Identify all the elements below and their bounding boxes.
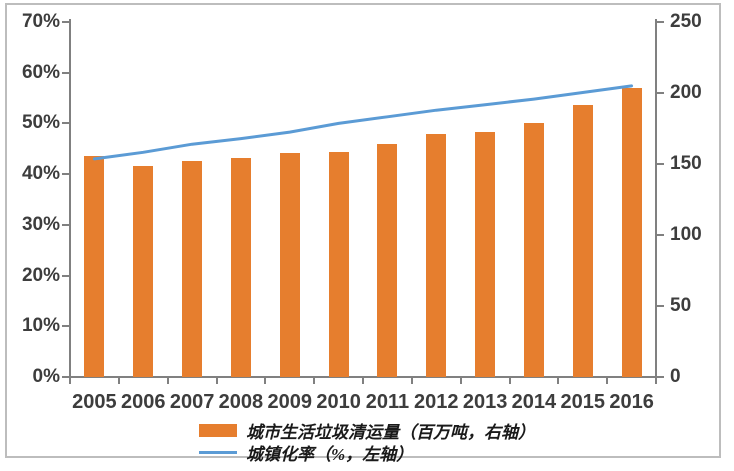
x-axis-tick <box>362 377 364 384</box>
right-axis-tick <box>656 163 664 165</box>
x-axis-year-label: 2009 <box>267 391 313 413</box>
x-axis-tick <box>508 377 511 384</box>
right-axis-tick-label: 250 <box>670 11 702 32</box>
legend-item-urbanization-line: 城镇化率（%，左轴） <box>199 441 414 464</box>
left-axis-tick-label: 60% <box>21 61 60 83</box>
right-axis-tick-label: 100 <box>670 224 702 245</box>
legend-item-waste-bars: 城市生活垃圾清运量（百万吨，右轴） <box>199 419 535 442</box>
left-axis-tick <box>62 173 70 176</box>
right-axis-tick <box>656 234 664 236</box>
left-axis-tick <box>62 325 70 328</box>
legend-inner: 城市生活垃圾清运量（百万吨，右轴） 城镇化率（%，左轴） <box>199 419 535 464</box>
x-axis-year-label: 2012 <box>414 391 459 413</box>
right-axis-tick <box>656 305 664 307</box>
left-axis-tick-label: 20% <box>21 264 60 286</box>
x-axis-year-label: 2006 <box>121 391 166 413</box>
waste-removal-bar <box>426 134 447 377</box>
waste-removal-bar <box>523 123 544 377</box>
left-axis-tick <box>62 122 70 125</box>
x-axis-tick <box>69 377 71 384</box>
x-axis-year-label: 2015 <box>560 391 606 413</box>
waste-removal-bar <box>377 144 398 377</box>
left-axis-tick-label: 40% <box>21 163 60 185</box>
left-axis-tick-label: 50% <box>21 112 60 134</box>
x-axis-tick <box>410 377 413 384</box>
waste-removal-bar <box>133 166 154 377</box>
x-axis-tick <box>264 377 267 384</box>
right-axis-tick-label: 150 <box>670 153 702 174</box>
x-axis-year-label: 2005 <box>72 391 117 413</box>
left-axis-tick-label: 10% <box>21 315 60 337</box>
left-axis-tick <box>62 21 70 23</box>
x-axis-year-label: 2013 <box>462 391 508 413</box>
right-axis-tick-label: 0 <box>670 366 681 387</box>
right-axis-line <box>655 19 657 377</box>
right-axis-tick <box>656 92 664 94</box>
bar-series-label: 城市生活垃圾清运量（百万吨，右轴） <box>246 422 535 442</box>
waste-removal-bar <box>182 161 203 377</box>
x-axis-year-label: 2016 <box>609 391 654 413</box>
x-axis-tick <box>215 377 218 384</box>
left-axis-tick <box>62 376 70 378</box>
waste-removal-bar <box>475 132 496 377</box>
x-axis-tick <box>117 377 120 384</box>
left-axis-tick-label: 0% <box>32 366 60 387</box>
waste-removal-bar <box>621 87 642 377</box>
x-axis-year-label: 2011 <box>365 391 410 413</box>
line-series-label: 城镇化率（%，左轴） <box>246 444 414 464</box>
x-axis-year-label: 2010 <box>316 391 361 413</box>
x-axis-tick <box>606 377 609 384</box>
left-axis-line <box>69 19 71 377</box>
x-axis-tick <box>166 377 169 384</box>
urbanization-line-path <box>92 84 634 161</box>
left-axis-tick <box>62 71 70 74</box>
x-axis-tick <box>459 377 462 384</box>
x-axis-tick <box>313 377 316 384</box>
waste-removal-bar <box>279 153 300 377</box>
waste-removal-bar <box>230 157 251 377</box>
x-axis-year-label: 2007 <box>169 391 215 413</box>
left-axis-tick-label: 30% <box>21 213 60 235</box>
line-series-swatch <box>199 450 237 454</box>
right-axis-tick <box>656 21 664 23</box>
waste-removal-bar <box>328 152 349 377</box>
x-axis-tick <box>655 377 657 384</box>
right-axis-tick-label: 200 <box>670 82 702 103</box>
left-axis-tick <box>62 223 70 226</box>
x-axis-tick <box>557 377 560 384</box>
legend: 城市生活垃圾清运量（百万吨，右轴） 城镇化率（%，左轴） <box>0 419 734 464</box>
x-axis-year-label: 2014 <box>511 391 557 413</box>
waste-removal-bar <box>84 155 105 377</box>
waste-removal-bar <box>572 105 593 377</box>
left-axis-tick <box>62 274 70 277</box>
left-axis-tick-label: 70% <box>21 11 60 32</box>
right-axis-tick <box>656 376 664 378</box>
right-axis-tick-label: 50 <box>670 295 692 316</box>
x-axis-year-label: 2008 <box>218 391 264 413</box>
bar-series-swatch <box>199 423 237 437</box>
